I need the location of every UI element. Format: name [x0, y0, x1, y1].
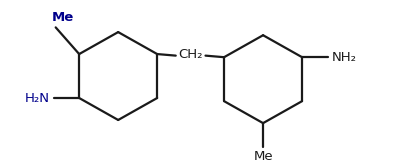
Text: Me: Me: [253, 150, 273, 163]
Text: NH₂: NH₂: [331, 51, 356, 64]
Text: CH₂: CH₂: [178, 48, 203, 61]
Text: Me: Me: [52, 11, 74, 24]
Text: H₂N: H₂N: [25, 92, 50, 104]
